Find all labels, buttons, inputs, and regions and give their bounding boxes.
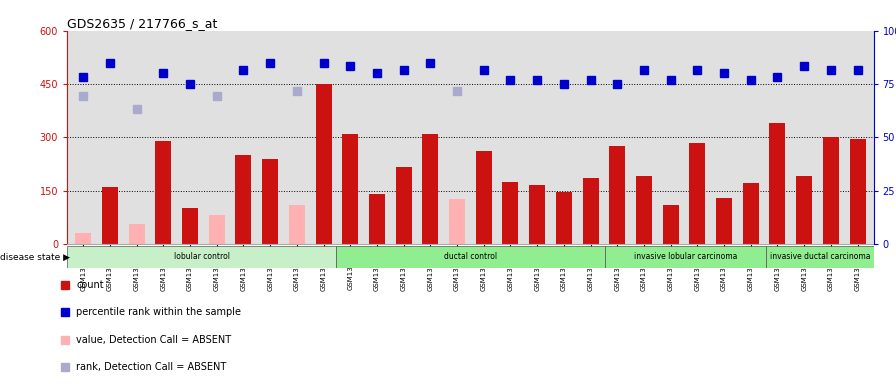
Bar xyxy=(849,139,866,244)
Bar xyxy=(336,246,605,268)
Bar xyxy=(102,187,118,244)
Bar xyxy=(582,178,599,244)
Bar xyxy=(770,123,786,244)
Bar xyxy=(743,184,759,244)
Bar xyxy=(716,198,732,244)
Bar xyxy=(315,84,332,244)
Bar xyxy=(67,246,336,268)
Text: GDS2635 / 217766_s_at: GDS2635 / 217766_s_at xyxy=(67,17,218,30)
Bar xyxy=(556,192,572,244)
Bar xyxy=(449,199,465,244)
Bar xyxy=(263,159,278,244)
Bar xyxy=(369,194,385,244)
Bar xyxy=(823,137,839,244)
Bar xyxy=(689,142,705,244)
Bar xyxy=(289,205,305,244)
Text: invasive ductal carcinoma: invasive ductal carcinoma xyxy=(770,252,870,262)
Text: percentile rank within the sample: percentile rank within the sample xyxy=(76,308,241,318)
Bar xyxy=(609,146,625,244)
Text: count: count xyxy=(76,280,104,290)
Bar xyxy=(236,155,252,244)
Text: disease state ▶: disease state ▶ xyxy=(0,252,70,262)
Bar xyxy=(503,182,519,244)
Bar xyxy=(182,208,198,244)
Bar xyxy=(209,215,225,244)
Bar xyxy=(476,152,492,244)
Text: invasive lobular carcinoma: invasive lobular carcinoma xyxy=(633,252,737,262)
Text: lobular control: lobular control xyxy=(174,252,229,262)
Bar xyxy=(797,176,812,244)
Text: ductal control: ductal control xyxy=(444,252,497,262)
Bar xyxy=(663,205,678,244)
Bar xyxy=(129,224,144,244)
Text: value, Detection Call = ABSENT: value, Detection Call = ABSENT xyxy=(76,334,231,344)
Bar xyxy=(422,134,438,244)
Bar xyxy=(155,141,171,244)
Bar xyxy=(75,233,91,244)
Text: rank, Detection Call = ABSENT: rank, Detection Call = ABSENT xyxy=(76,362,227,372)
Bar xyxy=(396,167,411,244)
Bar xyxy=(530,185,545,244)
Bar xyxy=(342,134,358,244)
Bar xyxy=(605,246,766,268)
Bar xyxy=(636,176,652,244)
Bar xyxy=(766,246,874,268)
